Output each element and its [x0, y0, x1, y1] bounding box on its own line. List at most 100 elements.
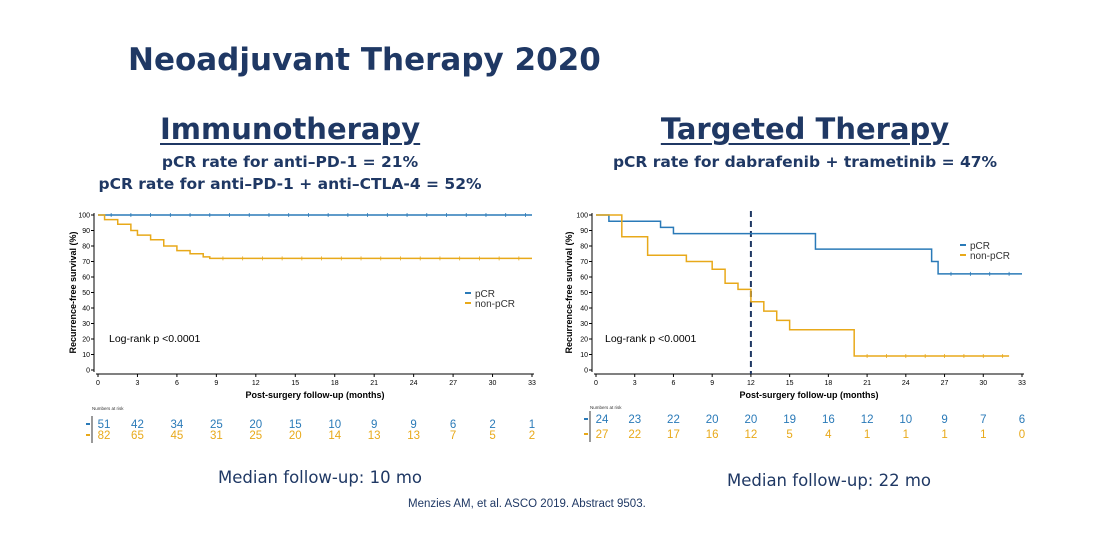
immunotherapy-rate-line-1: pCR rate for anti–PD-1 = 21%	[161, 153, 419, 171]
at-risk-count-pcr: 1	[529, 419, 535, 431]
y-tick-label: 20	[580, 337, 588, 344]
at-risk-count-pcr: 16	[822, 414, 835, 426]
at-risk-count-pcr: 34	[171, 419, 184, 431]
at-risk-count-pcr: 6	[1019, 414, 1025, 426]
y-tick-label: 70	[82, 259, 90, 266]
x-tick-label: 27	[449, 380, 457, 387]
x-tick-label: 6	[672, 380, 676, 387]
immunotherapy-heading: Immunotherapy	[160, 112, 421, 146]
x-tick-label: 0	[96, 380, 100, 387]
x-tick-label: 33	[1018, 380, 1026, 387]
at-risk-count-non-pcr: 1	[903, 429, 909, 441]
x-tick-label: 12	[252, 380, 260, 387]
y-axis-label: Recurrence-free survival (%)	[564, 231, 574, 353]
at-risk-count-non-pcr: 27	[596, 429, 609, 441]
at-risk-count-non-pcr: 25	[249, 430, 262, 442]
y-tick-label: 50	[580, 290, 588, 297]
y-tick-label: 30	[580, 321, 588, 328]
x-axis-label: Post-surgery follow-up (months)	[740, 390, 879, 400]
at-risk-count-pcr: 22	[667, 414, 680, 426]
x-tick-label: 18	[824, 380, 832, 387]
at-risk-count-pcr: 15	[289, 419, 302, 431]
at-risk-count-non-pcr: 16	[706, 429, 719, 441]
immunotherapy-rate-line-2: pCR rate for anti–PD-1 + anti–CTLA-4 = 5…	[98, 175, 482, 193]
at-risk-count-pcr: 12	[861, 414, 874, 426]
at-risk-count-non-pcr: 1	[941, 429, 947, 441]
at-risk-count-non-pcr: 17	[667, 429, 680, 441]
x-tick-label: 24	[410, 380, 418, 387]
at-risk-count-non-pcr: 5	[489, 430, 495, 442]
at-risk-count-pcr: 9	[941, 414, 947, 426]
legend-label-pcr: pCR	[970, 241, 990, 252]
at-risk-count-non-pcr: 14	[328, 430, 341, 442]
at-risk-count-non-pcr: 1	[980, 429, 986, 441]
y-tick-label: 100	[78, 213, 90, 220]
at-risk-count-pcr: 7	[980, 414, 986, 426]
median-followup-immunotherapy: Median follow-up: 10 mo	[218, 468, 423, 487]
at-risk-count-non-pcr: 31	[210, 430, 223, 442]
at-risk-count-non-pcr: 82	[98, 430, 111, 442]
slide-title: Neoadjuvant Therapy 2020	[128, 42, 601, 78]
y-tick-label: 0	[86, 368, 90, 375]
x-tick-label: 12	[747, 380, 755, 387]
y-tick-label: 90	[82, 228, 90, 235]
y-tick-label: 80	[580, 244, 588, 251]
targeted-therapy-rate-line: pCR rate for dabrafenib + trametinib = 4…	[612, 153, 998, 171]
y-tick-label: 30	[82, 321, 90, 328]
at-risk-count-non-pcr: 0	[1019, 429, 1025, 441]
at-risk-count-pcr: 9	[371, 419, 377, 431]
y-tick-label: 60	[82, 275, 90, 282]
x-tick-label: 3	[136, 380, 140, 387]
at-risk-count-pcr: 20	[745, 414, 758, 426]
at-risk-count-non-pcr: 13	[407, 430, 420, 442]
y-tick-label: 40	[580, 306, 588, 313]
y-tick-label: 60	[580, 275, 588, 282]
citation: Menzies AM, et al. ASCO 2019. Abstract 9…	[408, 498, 646, 510]
x-tick-label: 27	[941, 380, 949, 387]
at-risk-count-pcr: 9	[410, 419, 416, 431]
at-risk-count-pcr: 19	[783, 414, 796, 426]
x-axis-label: Post-surgery follow-up (months)	[246, 390, 385, 400]
at-risk-count-pcr: 20	[249, 419, 262, 431]
y-tick-label: 100	[576, 213, 588, 220]
x-tick-label: 9	[214, 380, 218, 387]
series-line-pcr	[596, 214, 1022, 275]
at-risk-count-non-pcr: 65	[131, 430, 144, 442]
at-risk-count-non-pcr: 1	[864, 429, 870, 441]
at-risk-count-non-pcr: 13	[368, 430, 381, 442]
logrank-annotation: Log-rank p <0.0001	[605, 333, 697, 345]
y-axis-label: Recurrence-free survival (%)	[68, 231, 78, 353]
y-tick-label: 10	[580, 352, 588, 359]
y-tick-label: 90	[580, 228, 588, 235]
x-tick-label: 30	[489, 380, 497, 387]
at-risk-count-non-pcr: 22	[628, 429, 641, 441]
x-tick-label: 24	[902, 380, 910, 387]
at-risk-count-non-pcr: 45	[171, 430, 184, 442]
at-risk-count-pcr: 42	[131, 419, 144, 431]
series-line-non-pcr	[596, 214, 1010, 357]
x-tick-label: 0	[594, 380, 598, 387]
x-tick-label: 30	[979, 380, 987, 387]
at-risk-count-non-pcr: 7	[450, 430, 456, 442]
at-risk-count-pcr: 10	[328, 419, 341, 431]
legend-label-non-pcr: non-pCR	[970, 251, 1010, 262]
at-risk-count-pcr: 6	[450, 419, 456, 431]
at-risk-count-pcr: 24	[596, 414, 609, 426]
at-risk-count-non-pcr: 2	[529, 430, 535, 442]
at-risk-count-non-pcr: 12	[745, 429, 758, 441]
at-risk-count-non-pcr: 5	[786, 429, 792, 441]
y-tick-label: 70	[580, 259, 588, 266]
x-tick-label: 21	[370, 380, 378, 387]
x-tick-label: 3	[633, 380, 637, 387]
numbers-at-risk-title: Numbers at risk	[92, 406, 124, 411]
y-tick-label: 20	[82, 337, 90, 344]
legend-label-non-pcr: non-pCR	[475, 299, 515, 310]
at-risk-count-non-pcr: 4	[825, 429, 832, 441]
x-tick-label: 6	[175, 380, 179, 387]
numbers-at-risk-title: Numbers at risk	[590, 405, 622, 410]
at-risk-count-pcr: 23	[628, 414, 641, 426]
y-tick-label: 10	[82, 352, 90, 359]
x-tick-label: 21	[863, 380, 871, 387]
x-tick-label: 33	[528, 380, 536, 387]
